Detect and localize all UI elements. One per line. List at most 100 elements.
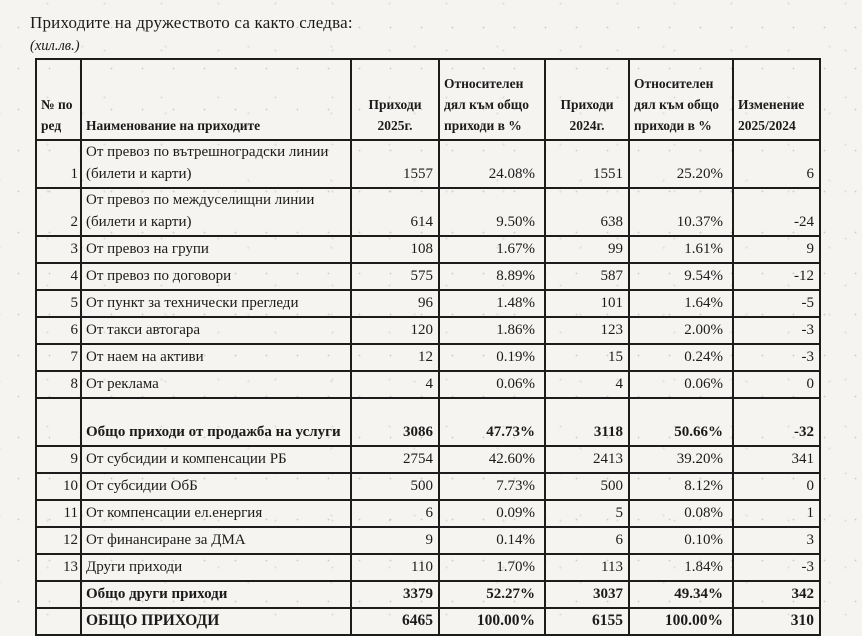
cell-rev2024: 123 [544, 316, 630, 345]
cell-share2025: 7.73% [438, 472, 546, 501]
cell-share2024: 8.12% [628, 472, 734, 501]
cell-name: От такси автогара [80, 316, 352, 345]
cell-change: -3 [732, 316, 821, 345]
cell-change: -24 [732, 187, 821, 237]
table-row: 11 От компенсации ел.енергия 6 0.09% 5 0.08% 1 [35, 499, 821, 528]
cell-num [35, 580, 82, 609]
cell-rev2025: 12 [350, 343, 440, 372]
cell-num: 8 [35, 370, 82, 399]
cell-rev2025: 3379 [350, 580, 440, 609]
cell-change: -3 [732, 343, 821, 372]
cell-rev2024: 2413 [544, 445, 630, 474]
total-row: ОБЩО ПРИХОДИ 6465 100.00% 6155 100.00% 310 [35, 607, 821, 636]
cell-name: От превоз по междуселищни линии (билети … [80, 187, 352, 237]
cell-rev2024: 1551 [544, 139, 630, 189]
header-row-number: № по ред [35, 58, 82, 141]
cell-name: От пункт за технически прегледи [80, 289, 352, 318]
cell-name: ОБЩО ПРИХОДИ [80, 607, 352, 636]
cell-rev2025: 4 [350, 370, 440, 399]
cell-share2025: 1.67% [438, 235, 546, 264]
cell-rev2025: 614 [350, 187, 440, 237]
table-row: 2 От превоз по междуселищни линии (билети… [35, 187, 821, 237]
cell-rev2024: 113 [544, 553, 630, 582]
cell-name: Общо приходи от продажба на услуги [80, 397, 352, 447]
header-revenue-2024: Приходи 2024г. [544, 58, 630, 141]
cell-share2024: 10.37% [628, 187, 734, 237]
cell-rev2025: 120 [350, 316, 440, 345]
cell-share2024: 1.84% [628, 553, 734, 582]
subtotal-row: Общо приходи от продажба на услуги 3086 47… [35, 397, 821, 447]
cell-num: 11 [35, 499, 82, 528]
cell-share2024: 2.00% [628, 316, 734, 345]
cell-share2024: 9.54% [628, 262, 734, 291]
cell-share2025: 100.00% [438, 607, 546, 636]
cell-share2025: 1.48% [438, 289, 546, 318]
document-title: Приходите на дружеството са както следва… [30, 13, 353, 32]
cell-share2025: 0.19% [438, 343, 546, 372]
cell-change: 9 [732, 235, 821, 264]
cell-num: 3 [35, 235, 82, 264]
cell-share2024: 0.08% [628, 499, 734, 528]
cell-share2025: 52.27% [438, 580, 546, 609]
table-row: 5 От пункт за технически прегледи 96 1.48% 1… [35, 289, 821, 318]
header-name: Наименование на приходите [80, 58, 352, 141]
table-row: 13 Други приходи 110 1.70% 113 1.84% -3 [35, 553, 821, 582]
table-row: 12 От финансиране за ДМА 9 0.14% 6 0.10% 3 [35, 526, 821, 555]
table-row: 7 От наем на активи 12 0.19% 15 0.24% -3 [35, 343, 821, 372]
cell-name: От превоз по договори [80, 262, 352, 291]
revenue-table-body: 1 От превоз по вътрешноградски линии (бил… [35, 139, 821, 636]
cell-rev2024: 500 [544, 472, 630, 501]
subtotal-row: Общо други приходи 3379 52.27% 3037 49.34% 34… [35, 580, 821, 609]
cell-rev2024: 4 [544, 370, 630, 399]
cell-change: 3 [732, 526, 821, 555]
cell-rev2024: 6155 [544, 607, 630, 636]
cell-share2024: 49.34% [628, 580, 734, 609]
header-share-2024: Относителен дял към общо приходи в % [628, 58, 734, 141]
cell-num: 9 [35, 445, 82, 474]
cell-num: 1 [35, 139, 82, 189]
cell-rev2025: 6 [350, 499, 440, 528]
cell-rev2025: 3086 [350, 397, 440, 447]
cell-share2024: 50.66% [628, 397, 734, 447]
cell-share2024: 39.20% [628, 445, 734, 474]
cell-change: -3 [732, 553, 821, 582]
cell-rev2024: 5 [544, 499, 630, 528]
table-row: 4 От превоз по договори 575 8.89% 587 9.54% -1… [35, 262, 821, 291]
cell-name: От компенсации ел.енергия [80, 499, 352, 528]
cell-share2025: 0.09% [438, 499, 546, 528]
cell-rev2024: 3118 [544, 397, 630, 447]
cell-change: 342 [732, 580, 821, 609]
cell-rev2025: 110 [350, 553, 440, 582]
cell-share2024: 25.20% [628, 139, 734, 189]
cell-rev2024: 99 [544, 235, 630, 264]
cell-share2024: 100.00% [628, 607, 734, 636]
cell-rev2024: 101 [544, 289, 630, 318]
table-row: 10 От субсидии ОбБ 500 7.73% 500 8.12% 0 [35, 472, 821, 501]
cell-rev2024: 587 [544, 262, 630, 291]
cell-share2025: 1.86% [438, 316, 546, 345]
cell-num: 10 [35, 472, 82, 501]
cell-change: 0 [732, 370, 821, 399]
table-row: 6 От такси автогара 120 1.86% 123 2.00% -3 [35, 316, 821, 345]
cell-change: -32 [732, 397, 821, 447]
cell-rev2024: 3037 [544, 580, 630, 609]
cell-num: 13 [35, 553, 82, 582]
unit-note: (хил.лв.) [30, 38, 80, 54]
cell-rev2025: 6465 [350, 607, 440, 636]
cell-name: От превоз по вътрешноградски линии (биле… [80, 139, 352, 189]
cell-name: Други приходи [80, 553, 352, 582]
cell-share2024: 0.24% [628, 343, 734, 372]
cell-share2025: 24.08% [438, 139, 546, 189]
cell-share2025: 1.70% [438, 553, 546, 582]
revenue-table: № по ред Наименование на приходите Прихо… [35, 58, 821, 636]
cell-num [35, 397, 82, 447]
table-row: 8 От реклама 4 0.06% 4 0.06% 0 [35, 370, 821, 399]
cell-share2024: 1.61% [628, 235, 734, 264]
cell-num: 2 [35, 187, 82, 237]
cell-rev2024: 15 [544, 343, 630, 372]
cell-share2025: 0.14% [438, 526, 546, 555]
header-change: Изменение 2025/2024 [732, 58, 821, 141]
cell-num [35, 607, 82, 636]
cell-change: 1 [732, 499, 821, 528]
